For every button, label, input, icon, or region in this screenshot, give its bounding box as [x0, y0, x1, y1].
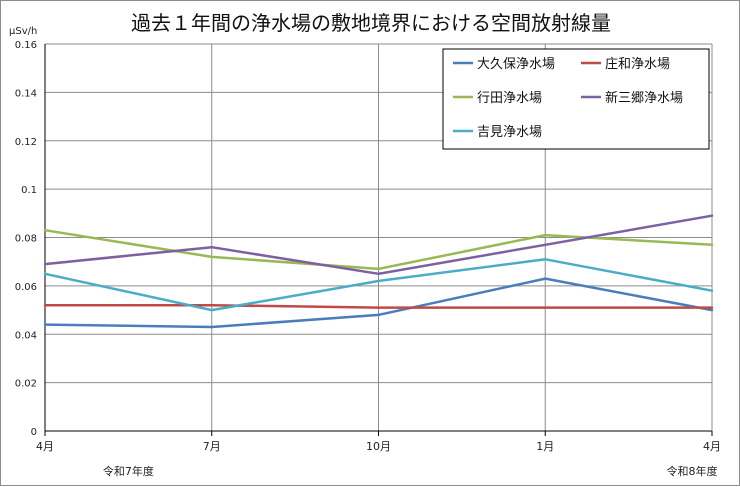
chart-title: 過去１年間の浄水場の敷地境界における空間放射線量	[131, 11, 611, 35]
year-label-2: 令和8年度	[667, 464, 718, 478]
x-tick-label: 7月	[203, 440, 221, 453]
series-line-2	[43, 303, 714, 309]
y-tick-label: 0.08	[15, 234, 37, 245]
x-tick-label: 4月	[36, 440, 54, 453]
y-tick-label: 0.12	[15, 137, 37, 148]
x-tick-label: 10月	[366, 440, 391, 453]
y-tick-label: 0.06	[15, 282, 37, 293]
y-tick-label: 0.02	[15, 379, 37, 390]
axis-layer: 0 0.02 0.04 0.06 0.08 0.1 0.12 0.14 0.16 4月 7月 10月 1…	[15, 40, 721, 478]
series-line-5	[43, 258, 714, 312]
x-tick-label: 4月	[703, 440, 721, 453]
y-axis-unit: μSv/h	[9, 26, 37, 37]
x-tick-label: 1月	[536, 440, 554, 453]
legend-box	[442, 48, 710, 150]
series-layer	[43, 214, 714, 329]
legend-label: 吉見浄水場	[477, 125, 542, 140]
y-tick-label: 0.04	[15, 330, 37, 341]
y-tick-label: 0	[31, 427, 37, 438]
legend-label: 庄和浄水場	[605, 56, 670, 72]
y-tick-label: 0.14	[15, 88, 37, 99]
legend-label: 新三郷浄水場	[605, 90, 683, 106]
y-tick-label: 0.1	[21, 185, 37, 196]
series-line-1	[43, 277, 714, 329]
series-line-3	[43, 228, 714, 271]
legend-label: 大久保浄水場	[477, 57, 555, 72]
series-line-4	[43, 214, 714, 276]
y-tick-label: 0.16	[15, 40, 37, 51]
year-label-1: 令和7年度	[103, 464, 154, 478]
legend-label: 行田浄水場	[477, 91, 542, 106]
